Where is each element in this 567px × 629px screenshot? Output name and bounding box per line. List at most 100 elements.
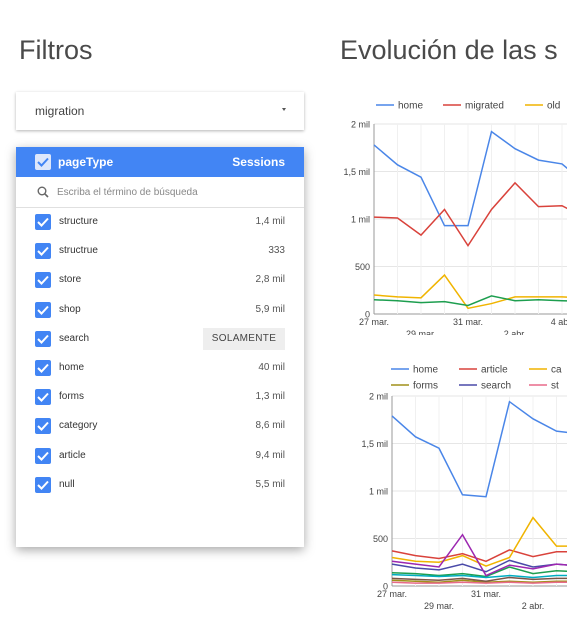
item-label: structrue <box>59 245 98 257</box>
filter-item-category[interactable]: category 8,6 mil <box>16 412 304 441</box>
item-label: null <box>59 478 75 490</box>
x-tick-label: 2 abr. <box>522 601 545 611</box>
filter-item-home[interactable]: home 40 mil <box>16 354 304 383</box>
dropdown-value: migration <box>35 104 85 118</box>
select-all-checkbox[interactable] <box>35 154 51 170</box>
legend-label-old: old <box>547 101 560 112</box>
x-tick-label: 2 abr. <box>504 329 527 335</box>
legend-label-migrated: migrated <box>465 101 504 112</box>
only-button[interactable]: SOLAMENTE <box>203 327 285 350</box>
filters-title: Filtros <box>19 35 93 65</box>
series-line-search <box>391 559 567 573</box>
item-label: category <box>59 420 98 432</box>
item-checkbox[interactable] <box>35 272 51 289</box>
item-checkbox[interactable] <box>35 243 51 260</box>
item-value: 8,6 mil <box>255 420 285 432</box>
filter-item-store[interactable]: store 2,8 mil <box>16 266 304 295</box>
item-checkbox[interactable] <box>35 389 51 406</box>
series-line-ca <box>391 516 567 567</box>
series-line-st <box>391 581 567 584</box>
series-line-article <box>391 549 567 563</box>
item-checkbox[interactable] <box>35 301 51 318</box>
check-icon <box>37 334 49 344</box>
x-tick-label: 29 mar. <box>406 329 436 335</box>
check-icon <box>37 451 49 461</box>
search-input[interactable] <box>57 183 277 201</box>
x-tick-label: 27 mar. <box>359 317 389 327</box>
filter-item-structrue[interactable]: structrue 333 <box>16 237 304 266</box>
y-tick-label: 1 mil <box>351 215 370 225</box>
filter-item-forms[interactable]: forms 1,3 mil <box>16 383 304 412</box>
series-line-old <box>373 273 567 310</box>
check-icon <box>37 157 49 167</box>
check-icon <box>37 247 49 257</box>
y-tick-label: 1 mil <box>369 487 388 497</box>
item-checkbox[interactable] <box>35 418 51 435</box>
x-tick-label: 27 mar. <box>377 589 407 599</box>
item-value: 40 mil <box>258 362 285 373</box>
evolution-title: Evolución de las s <box>340 35 558 65</box>
item-checkbox[interactable] <box>35 360 51 376</box>
legend-label-search: search <box>481 381 511 392</box>
item-value: 5,9 mil <box>255 303 285 315</box>
y-tick-label: 500 <box>373 534 388 544</box>
item-label: home <box>59 362 85 373</box>
item-label: shop <box>59 303 81 315</box>
series-line-home <box>391 400 567 498</box>
x-tick-label: 31 mar. <box>471 589 501 599</box>
check-icon <box>37 422 49 432</box>
series-line-extra-9 <box>391 576 567 583</box>
legend-label-article: article <box>481 365 508 376</box>
search-icon <box>37 186 49 198</box>
filter-item-structure[interactable]: structure 1,4 mil <box>16 208 304 237</box>
dimension-label: pageType <box>58 155 114 169</box>
item-checkbox[interactable] <box>35 476 51 493</box>
caret-down-icon[interactable] <box>282 108 286 111</box>
metric-label: Sessions <box>232 155 285 169</box>
migration-dropdown[interactable]: migration <box>16 92 304 130</box>
item-label: search <box>59 332 90 344</box>
series-line-extra-7 <box>391 533 567 577</box>
series-line-extra-3 <box>373 295 567 307</box>
x-tick-label: 29 mar. <box>424 601 454 611</box>
check-icon <box>37 393 49 403</box>
item-value: 5,5 mil <box>255 478 285 490</box>
filter-item-shop[interactable]: shop 5,9 mil <box>16 296 304 325</box>
item-value: 1,3 mil <box>255 391 285 403</box>
search-bar <box>16 177 304 208</box>
item-checkbox[interactable] <box>35 447 51 464</box>
legend-label-home: home <box>398 101 423 112</box>
filter-item-search[interactable]: search SOLAMENTE <box>16 325 304 354</box>
check-icon <box>37 305 49 315</box>
item-label: structure <box>59 216 98 227</box>
legend-label-ca: ca <box>551 365 562 376</box>
x-tick-label: 31 mar. <box>453 317 483 327</box>
y-tick-label: 1,5 mil <box>343 167 370 177</box>
y-tick-label: 0 <box>365 310 370 320</box>
y-tick-label: 2 mil <box>351 120 370 130</box>
legend-label-forms: forms <box>413 381 438 392</box>
check-icon <box>37 276 49 286</box>
sessions-line-chart-1: home migrated old 0 500 1 mil 1,5 mil 2 mil 27 m… <box>343 101 567 335</box>
series-line-migrated <box>373 181 567 247</box>
series-line-extra-6 <box>391 566 567 578</box>
y-tick-label: 1,5 mil <box>361 439 388 449</box>
item-checkbox[interactable] <box>35 330 51 347</box>
series-line-home <box>373 130 567 227</box>
item-label: forms <box>59 391 84 403</box>
item-checkbox[interactable] <box>35 214 51 230</box>
y-tick-label: 0 <box>383 582 388 592</box>
item-value: 333 <box>268 245 285 257</box>
series-line-forms <box>391 579 567 583</box>
filter-item-article[interactable]: article 9,4 mil <box>16 442 304 471</box>
item-label: article <box>59 449 86 461</box>
filter-panel-header: pageType Sessions <box>16 147 304 177</box>
filter-item-null[interactable]: null 5,5 mil <box>16 471 304 500</box>
legend-label-home: home <box>413 365 438 376</box>
item-value: 9,4 mil <box>255 449 285 461</box>
legend-label-st: st <box>551 381 559 392</box>
check-icon <box>37 480 49 490</box>
y-tick-label: 500 <box>355 262 370 272</box>
series-line-extra-8 <box>391 573 567 579</box>
